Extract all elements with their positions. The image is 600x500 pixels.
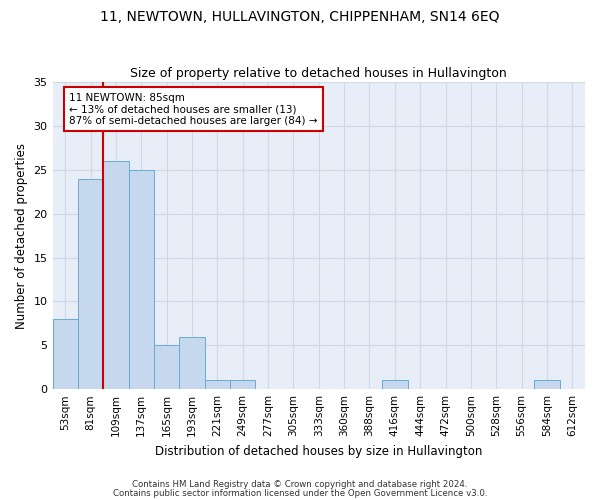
Y-axis label: Number of detached properties: Number of detached properties: [15, 142, 28, 328]
Title: Size of property relative to detached houses in Hullavington: Size of property relative to detached ho…: [130, 66, 507, 80]
Bar: [103, 161, 128, 389]
X-axis label: Distribution of detached houses by size in Hullavington: Distribution of detached houses by size …: [155, 444, 482, 458]
Text: Contains HM Land Registry data © Crown copyright and database right 2024.: Contains HM Land Registry data © Crown c…: [132, 480, 468, 489]
Bar: [205, 380, 230, 389]
Bar: [154, 346, 179, 389]
Text: 11 NEWTOWN: 85sqm
← 13% of detached houses are smaller (13)
87% of semi-detached: 11 NEWTOWN: 85sqm ← 13% of detached hous…: [69, 92, 317, 126]
Bar: [534, 380, 560, 389]
Bar: [128, 170, 154, 389]
Bar: [230, 380, 256, 389]
Text: Contains public sector information licensed under the Open Government Licence v3: Contains public sector information licen…: [113, 488, 487, 498]
Bar: [78, 178, 103, 389]
Bar: [53, 319, 78, 389]
Text: 11, NEWTOWN, HULLAVINGTON, CHIPPENHAM, SN14 6EQ: 11, NEWTOWN, HULLAVINGTON, CHIPPENHAM, S…: [100, 10, 500, 24]
Bar: [179, 336, 205, 389]
Bar: [382, 380, 407, 389]
